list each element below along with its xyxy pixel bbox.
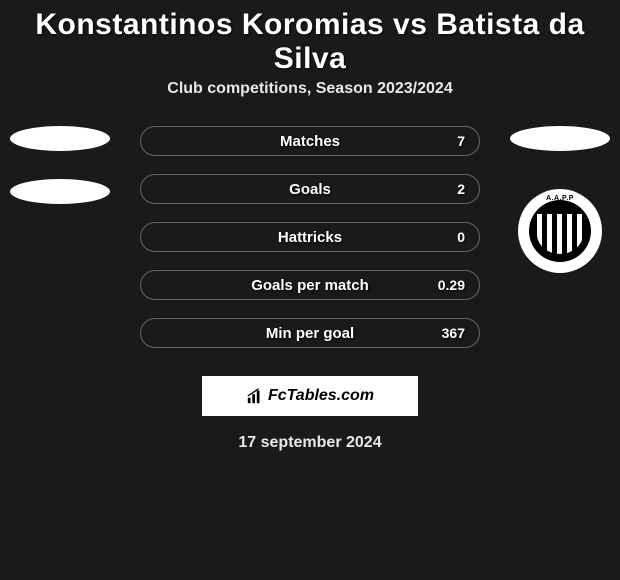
date-text: 17 september 2024 (0, 434, 620, 452)
stat-right-value: 0.29 (438, 277, 465, 293)
stat-bar-goals: Goals 2 (140, 174, 480, 204)
right-player-column: A.A.P.P (510, 126, 610, 273)
page-title: Konstantinos Koromias vs Batista da Silv… (0, 0, 620, 80)
stat-bar-min-per-goal: Min per goal 367 (140, 318, 480, 348)
left-player-column (10, 126, 110, 204)
stat-right-value: 2 (457, 181, 465, 197)
branding-text: FcTables.com (268, 387, 374, 405)
stat-label: Hattricks (278, 229, 342, 246)
player1-club-placeholder (10, 179, 110, 204)
player2-name-placeholder (510, 126, 610, 151)
stat-label: Goals (289, 181, 331, 198)
stat-label: Matches (280, 133, 340, 150)
stat-right-value: 0 (457, 229, 465, 245)
player1-name-placeholder (10, 126, 110, 151)
stat-right-value: 7 (457, 133, 465, 149)
subtitle: Club competitions, Season 2023/2024 (0, 80, 620, 98)
club-badge-stripes (537, 214, 583, 254)
branding-box: FcTables.com (202, 376, 418, 416)
stat-label: Min per goal (266, 325, 354, 342)
stats-list: Matches 7 Goals 2 Hattricks 0 Goals per … (140, 126, 480, 348)
stat-label: Goals per match (251, 277, 369, 294)
content-area: A.A.P.P Matches 7 Goals 2 Hattricks 0 Go… (0, 126, 620, 452)
stat-bar-goals-per-match: Goals per match 0.29 (140, 270, 480, 300)
player2-club-badge: A.A.P.P (518, 189, 602, 273)
stat-bar-matches: Matches 7 (140, 126, 480, 156)
chart-icon (246, 387, 264, 405)
stat-bar-hattricks: Hattricks 0 (140, 222, 480, 252)
club-badge-inner (529, 200, 591, 262)
stat-right-value: 367 (442, 325, 465, 341)
